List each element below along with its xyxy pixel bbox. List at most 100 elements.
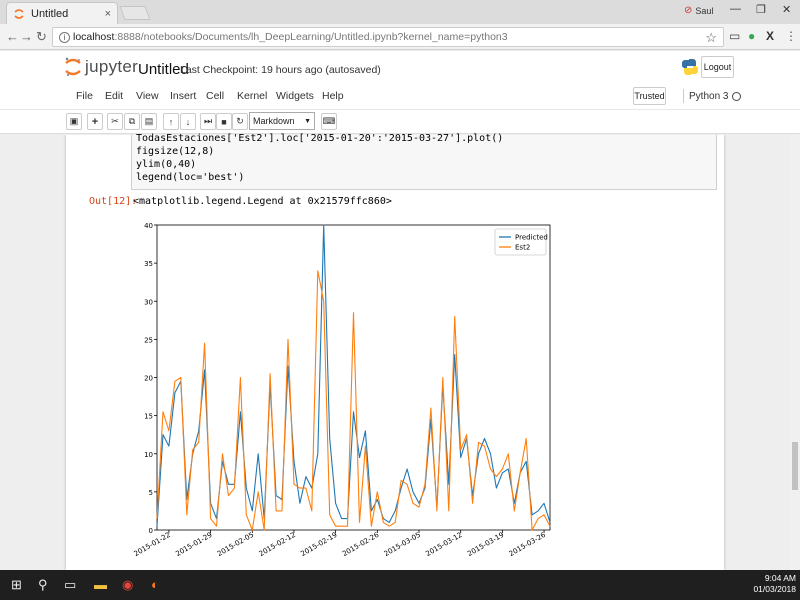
cut-icon[interactable]: ✂ xyxy=(107,113,123,130)
tab-close-icon[interactable]: × xyxy=(104,7,111,20)
y-tick-label: 40 xyxy=(144,222,153,230)
cast-icon[interactable]: ▭ xyxy=(729,29,741,43)
code-line: TodasEstaciones['Est2'].loc['2015-01-20'… xyxy=(136,133,504,144)
y-tick-label: 35 xyxy=(144,260,153,268)
maps-icon[interactable]: ● xyxy=(748,29,756,43)
interrupt-icon[interactable]: ■ xyxy=(216,113,232,130)
new-tab-button[interactable] xyxy=(119,6,151,20)
browser-tab[interactable]: Untitled × xyxy=(6,2,118,24)
cell-type-value: Markdown xyxy=(253,116,295,126)
notebook-area xyxy=(0,135,800,570)
y-tick-label: 30 xyxy=(144,298,153,306)
profile-icon: ⊘ xyxy=(684,5,693,16)
jupyter-taskbar-icon[interactable]: ◐ xyxy=(151,577,159,592)
cell-type-select[interactable]: Markdown ▼ xyxy=(249,112,315,130)
move-up-icon[interactable]: ↑ xyxy=(163,113,179,130)
chevron-down-icon: ▼ xyxy=(304,117,311,125)
copy-icon[interactable]: ⧉ xyxy=(124,113,140,130)
browser-title-bar: Untitled × ⊘ Saul — ❐ ✕ xyxy=(0,0,800,24)
kernel-name: Python 3 xyxy=(689,90,729,102)
jupyter-logo-icon xyxy=(65,57,81,76)
forward-icon[interactable]: → xyxy=(20,29,33,44)
legend-label: Est2 xyxy=(515,244,530,252)
menu-widgets[interactable]: Widgets xyxy=(276,90,314,102)
jupyter-logo[interactable]: jupyter xyxy=(64,57,138,77)
menu-view[interactable]: View xyxy=(136,90,159,102)
maximize-icon[interactable]: ❐ xyxy=(756,4,766,16)
windows-taskbar: ⊞ ⚲ ▭ ▬ ◉ ◐ xyxy=(0,570,800,600)
save-icon[interactable]: ▣ xyxy=(66,113,82,130)
info-icon[interactable]: i xyxy=(59,31,70,43)
y-tick-label: 10 xyxy=(144,451,153,459)
command-palette-icon[interactable]: ⌨ xyxy=(321,113,337,130)
scrollbar-thumb[interactable] xyxy=(792,442,798,490)
menu-bar: File Edit View Insert Cell Kernel Widget… xyxy=(0,84,800,110)
clock-date: 01/03/2018 xyxy=(753,584,796,594)
extension-icon[interactable]: X xyxy=(766,29,775,43)
scrollbar-track[interactable] xyxy=(790,135,800,570)
reload-icon[interactable]: ↻ xyxy=(36,29,47,44)
menu-insert[interactable]: Insert xyxy=(170,90,197,102)
bookmark-star-icon[interactable]: ☆ xyxy=(705,30,717,45)
kernel-indicator: Python 3 xyxy=(683,89,742,103)
profile-name: Saul xyxy=(695,5,714,16)
x-tick-label: 2015-02-05 xyxy=(216,531,255,558)
url-path: :8888/notebooks/Documents/lh_DeepLearnin… xyxy=(114,31,508,43)
plot-frame xyxy=(156,224,551,531)
close-window-icon[interactable]: ✕ xyxy=(782,4,792,16)
paste-icon[interactable]: ▤ xyxy=(141,113,157,130)
address-bar-row: ← → ↻ i localhost:8888/notebooks/Documen… xyxy=(0,24,800,50)
y-tick-label: 20 xyxy=(144,375,153,383)
x-tick-label: 2015-03-05 xyxy=(383,531,422,558)
menu-cell[interactable]: Cell xyxy=(206,90,225,102)
logout-button[interactable]: Logout xyxy=(701,56,734,78)
back-icon[interactable]: ← xyxy=(6,29,19,44)
x-tick-label: 2015-02-26 xyxy=(341,531,381,559)
run-cell-icon[interactable]: ⏭ xyxy=(200,113,216,130)
code-cell-input[interactable]: TodasEstaciones['Est2'].loc['2015-01-20'… xyxy=(131,133,717,190)
legend-label: Predicted xyxy=(515,234,548,242)
x-tick-label: 2015-02-19 xyxy=(299,531,338,558)
windows-start-icon[interactable]: ⊞ xyxy=(11,577,22,592)
jupyter-favicon-icon xyxy=(14,8,24,19)
notebook-title[interactable]: Untitled xyxy=(138,61,189,78)
url-input[interactable]: i localhost:8888/notebooks/Documents/lh_… xyxy=(52,27,724,47)
chrome-icon[interactable]: ◉ xyxy=(122,577,134,592)
trusted-indicator[interactable]: Trusted xyxy=(633,87,666,105)
series-line-est2 xyxy=(156,270,551,531)
menu-help[interactable]: Help xyxy=(322,90,344,102)
y-tick-label: 5 xyxy=(149,489,153,497)
kernel-status-icon xyxy=(732,91,742,101)
url-host: localhost xyxy=(73,31,115,43)
task-view-icon[interactable]: ▭ xyxy=(64,577,77,592)
code-line: figsize(12,8) xyxy=(136,146,215,157)
python-logo-icon xyxy=(681,59,699,75)
output-prompt: Out[12]: xyxy=(89,196,138,207)
y-tick-label: 25 xyxy=(144,336,153,344)
move-down-icon[interactable]: ↓ xyxy=(180,113,196,130)
x-tick-label: 2015-03-12 xyxy=(424,531,463,558)
restart-icon[interactable]: ↻ xyxy=(232,113,248,130)
output-text: <matplotlib.legend.Legend at 0x21579ffc8… xyxy=(133,196,392,207)
x-tick-label: 2015-03-26 xyxy=(508,531,548,559)
minimize-icon[interactable]: — xyxy=(730,3,741,15)
insert-cell-icon[interactable]: + xyxy=(87,113,103,130)
jupyter-header: jupyter Untitled Last Checkpoint: 19 hou… xyxy=(0,51,800,84)
notebook-page xyxy=(66,135,724,570)
profile-button[interactable]: ⊘ Saul xyxy=(684,5,713,16)
kernel-separator xyxy=(683,89,684,103)
clock-time: 9:04 AM xyxy=(764,573,796,583)
checkpoint-status: Last Checkpoint: 19 hours ago (autosaved… xyxy=(180,64,381,76)
menu-edit[interactable]: Edit xyxy=(105,90,124,102)
menu-kernel[interactable]: Kernel xyxy=(237,90,268,102)
search-icon[interactable]: ⚲ xyxy=(38,577,48,592)
tab-title: Untitled xyxy=(31,7,69,20)
menu-file[interactable]: File xyxy=(76,90,93,102)
legend-box xyxy=(494,228,547,256)
code-line: ylim(0,40) xyxy=(136,159,197,170)
file-explorer-icon[interactable]: ▬ xyxy=(94,577,107,592)
system-clock[interactable]: 9:04 AM 01/03/2018 xyxy=(752,573,796,595)
browser-menu-icon[interactable]: ⋮ xyxy=(785,29,797,43)
